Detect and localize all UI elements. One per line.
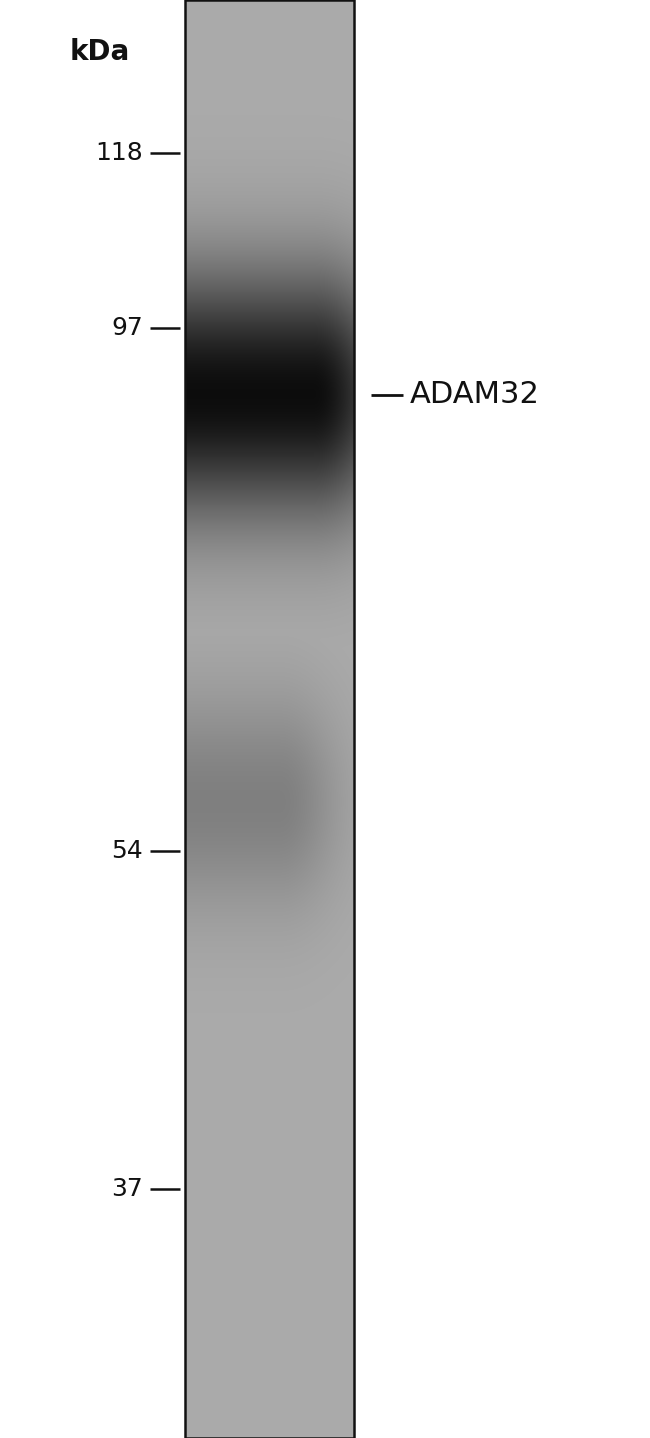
Bar <box>185 0 354 1438</box>
Text: 97: 97 <box>111 316 143 339</box>
Text: 37: 37 <box>111 1176 143 1201</box>
Text: 54: 54 <box>111 840 143 863</box>
Text: kDa: kDa <box>70 37 130 66</box>
Bar <box>185 0 354 1438</box>
Text: ADAM32: ADAM32 <box>410 380 540 410</box>
Text: 118: 118 <box>96 141 143 165</box>
